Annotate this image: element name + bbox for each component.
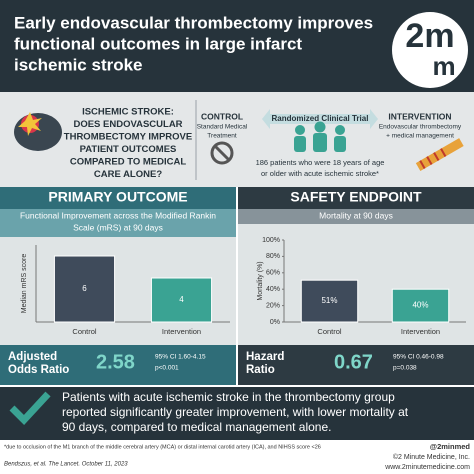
y-tick-label: 60% (266, 270, 280, 277)
conclusion-line: 90 days, compared to medical management … (62, 420, 332, 434)
stat-ci: 95% CI 1.60-4.15 (155, 354, 206, 361)
bar-value-label: 40% (412, 301, 428, 310)
conclusion-line: reported significantly greater improveme… (62, 405, 409, 419)
citation: Bendszus, et al. The Lancet. October 11,… (4, 462, 128, 468)
x-tick-label: Control (317, 327, 342, 336)
check-icon (9, 391, 51, 426)
panel-heading: SAFETY ENDPOINT (290, 189, 422, 205)
conclusion-bg (0, 387, 474, 440)
chart-subtitle: Functional Improvement across the Modifi… (20, 210, 216, 220)
question-line: ISCHEMIC STROKE: (82, 107, 174, 118)
stat-label: Ratio (246, 364, 275, 376)
panel-heading: PRIMARY OUTCOME (48, 189, 187, 205)
y-tick-label: 40% (266, 286, 280, 293)
y-axis-label: Mortality (%) (257, 261, 264, 300)
bar (391, 288, 450, 323)
stat-p: p=0.038 (393, 365, 417, 372)
question-line: CARE ALONE? (94, 169, 162, 180)
intervention-text: + medical management (386, 133, 454, 140)
population-line: 186 patients who were 18 years of age (256, 158, 385, 167)
logo-bottom: m (432, 51, 455, 81)
stat-label: Hazard (246, 351, 284, 363)
stat-value: 2.58 (96, 351, 135, 373)
stat-label: Adjusted (8, 351, 57, 363)
logo-circle (392, 12, 468, 88)
copyright: ©2 Minute Medicine, Inc. (393, 453, 470, 461)
people-icon (294, 121, 346, 152)
no-sign-icon (210, 141, 234, 165)
y-axis-label: Median mRS score (21, 254, 28, 314)
trial-arrow (262, 109, 378, 129)
stat-ci: 95% CI 0.46-0.98 (393, 354, 444, 361)
primary-subtitle-bg (0, 209, 236, 237)
x-tick-label: Intervention (162, 327, 201, 336)
control-title: CONTROL (201, 111, 243, 121)
intervention-title: INTERVENTION (388, 111, 451, 121)
bar (150, 277, 213, 323)
stat-p: p<0.001 (155, 365, 179, 372)
question-line: THROMBECTOMY IMPROVE (64, 132, 192, 143)
bar-value-label: 4 (179, 295, 184, 304)
intervention-text: Endovascular thrombectomy (379, 124, 462, 131)
x-tick-label: Control (72, 327, 97, 336)
y-tick-label: 80% (266, 253, 280, 260)
stat-label: Odds Ratio (8, 364, 69, 376)
bar-value-label: 6 (82, 284, 87, 293)
footnote: *due to occlusion of the M1 branch of th… (4, 444, 321, 450)
primary-stat-bg (0, 345, 236, 385)
x-tick-label: Intervention (401, 327, 440, 336)
bar (300, 279, 359, 323)
catheter-icon (415, 138, 464, 171)
title-line: functional outcomes in large infarct (14, 34, 302, 53)
y-tick-label: 0% (270, 319, 280, 326)
title-line: Early endovascular thrombectomy improves (14, 13, 373, 32)
website: www.2minutemedicine.com (384, 464, 470, 471)
chart-subtitle: Scale (mRS) at 90 days (73, 222, 163, 232)
primary-heading-bg (0, 187, 236, 209)
question-line: PATIENT OUTCOMES (80, 144, 177, 155)
safety-heading-bg (238, 187, 474, 209)
stat-value: 0.67 (334, 351, 373, 373)
y-tick-label: 100% (262, 237, 280, 244)
population-line: or older with acute ischemic stroke* (261, 169, 379, 178)
brain-icon (14, 112, 62, 151)
control-text: Treatment (207, 133, 237, 140)
bar-value-label: 51% (321, 296, 337, 305)
study-bg (0, 92, 474, 187)
footer-bg (0, 440, 474, 474)
design: Randomized Clinical Trial (272, 114, 369, 123)
chart-subtitle: Mortality at 90 days (319, 210, 393, 220)
logo-top: 2m (405, 17, 454, 55)
question-line: DOES ENDOVASCULAR (73, 119, 182, 130)
bar (53, 255, 116, 323)
safety-subtitle-bg (238, 209, 474, 224)
title-line: ischemic stroke (14, 55, 143, 74)
conclusion-line: Patients with acute ischemic stroke in t… (62, 390, 395, 404)
question-line: COMPARED TO MEDICAL (70, 157, 186, 168)
safety-stat-bg (238, 345, 474, 385)
control-text: Standard Medical (197, 124, 248, 131)
y-tick-label: 20% (266, 302, 280, 309)
handle: @2minmed (430, 442, 471, 451)
